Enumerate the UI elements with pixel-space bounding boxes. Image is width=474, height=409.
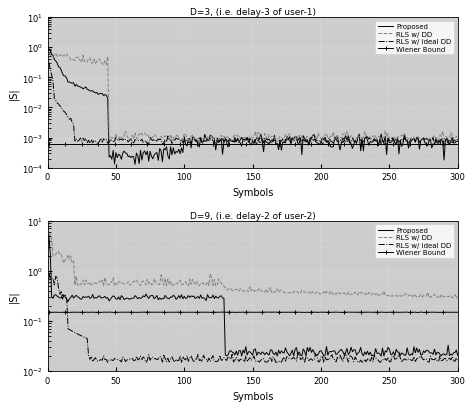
Proposed xyxy=(418,353,424,357)
Wiener Bound xyxy=(47,142,53,147)
RLS w/ DD xyxy=(290,291,295,296)
RLS w/ ideal DD xyxy=(417,140,422,145)
Proposed xyxy=(392,353,398,358)
Wiener Bound xyxy=(414,310,419,315)
Line: Proposed: Proposed xyxy=(49,236,458,356)
Proposed xyxy=(418,139,424,144)
RLS w/ DD xyxy=(49,238,55,243)
RLS w/ DD xyxy=(298,291,303,296)
Proposed xyxy=(455,353,461,358)
Y-axis label: |S|: |S| xyxy=(9,87,19,99)
RLS w/ DD xyxy=(455,294,461,299)
Wiener Bound xyxy=(417,142,422,147)
RLS w/ ideal DD xyxy=(288,357,294,362)
Wiener Bound xyxy=(290,142,295,147)
Line: Proposed: Proposed xyxy=(49,50,458,165)
Wiener Bound xyxy=(288,310,294,315)
RLS w/ DD xyxy=(455,138,461,143)
RLS w/ ideal DD xyxy=(296,351,302,356)
Proposed xyxy=(46,234,52,239)
Title: D=9, (i.e. delay-2 of user-2): D=9, (i.e. delay-2 of user-2) xyxy=(190,211,316,220)
Proposed xyxy=(46,47,52,52)
RLS w/ ideal DD xyxy=(455,359,461,364)
Title: D=3, (i.e. delay-3 of user-1): D=3, (i.e. delay-3 of user-1) xyxy=(190,8,316,17)
RLS w/ ideal DD xyxy=(391,138,396,143)
RLS w/ DD xyxy=(296,133,302,138)
Y-axis label: |S|: |S| xyxy=(9,290,19,303)
Wiener Bound xyxy=(296,142,302,147)
Wiener Bound xyxy=(46,142,52,147)
Proposed xyxy=(291,353,297,358)
RLS w/ DD xyxy=(291,289,297,294)
Wiener Bound xyxy=(419,310,425,315)
Wiener Bound xyxy=(378,310,384,315)
RLS w/ DD xyxy=(46,52,52,56)
Line: Wiener Bound: Wiener Bound xyxy=(46,142,460,147)
X-axis label: Symbols: Symbols xyxy=(232,391,273,401)
RLS w/ DD xyxy=(454,296,459,301)
Legend: Proposed, RLS w/ DD, RLS w/ ideal DD, Wiener Bound: Proposed, RLS w/ DD, RLS w/ ideal DD, Wi… xyxy=(375,22,454,55)
Line: RLS w/ ideal DD: RLS w/ ideal DD xyxy=(49,63,458,146)
Wiener Bound xyxy=(47,310,53,315)
Proposed xyxy=(47,251,53,256)
Wiener Bound xyxy=(455,142,461,147)
RLS w/ DD xyxy=(46,233,52,238)
Line: RLS w/ DD: RLS w/ DD xyxy=(49,54,458,141)
RLS w/ DD xyxy=(288,137,294,142)
RLS w/ DD xyxy=(393,139,399,144)
Proposed xyxy=(274,354,280,359)
Line: Wiener Bound: Wiener Bound xyxy=(46,310,460,315)
Proposed xyxy=(298,353,303,357)
Proposed xyxy=(392,141,398,146)
RLS w/ ideal DD xyxy=(296,136,302,141)
Line: RLS w/ DD: RLS w/ DD xyxy=(49,234,458,299)
RLS w/ DD xyxy=(418,137,424,142)
Wiener Bound xyxy=(391,142,396,147)
RLS w/ DD xyxy=(391,137,396,142)
RLS w/ ideal DD xyxy=(392,357,398,362)
RLS w/ DD xyxy=(290,137,295,142)
RLS w/ ideal DD xyxy=(418,353,424,358)
Wiener Bound xyxy=(290,310,295,315)
RLS w/ ideal DD xyxy=(46,61,52,66)
RLS w/ ideal DD xyxy=(377,360,383,365)
RLS w/ ideal DD xyxy=(46,271,52,276)
Wiener Bound xyxy=(392,310,398,315)
RLS w/ DD xyxy=(47,53,53,58)
X-axis label: Symbols: Symbols xyxy=(232,188,273,198)
Wiener Bound xyxy=(46,310,52,315)
Proposed xyxy=(291,137,297,142)
RLS w/ ideal DD xyxy=(47,277,53,282)
RLS w/ DD xyxy=(392,294,398,299)
Line: RLS w/ ideal DD: RLS w/ ideal DD xyxy=(49,273,458,362)
RLS w/ DD xyxy=(418,292,424,297)
RLS w/ DD xyxy=(47,232,53,237)
RLS w/ ideal DD xyxy=(455,137,461,142)
RLS w/ ideal DD xyxy=(437,144,443,149)
RLS w/ ideal DD xyxy=(288,138,294,143)
Proposed xyxy=(298,136,303,141)
Proposed xyxy=(47,49,53,54)
Wiener Bound xyxy=(296,310,302,315)
Proposed xyxy=(455,139,461,144)
RLS w/ ideal DD xyxy=(47,68,53,73)
Wiener Bound xyxy=(455,310,461,315)
RLS w/ ideal DD xyxy=(290,356,295,361)
Legend: Proposed, RLS w/ DD, RLS w/ ideal DD, Wiener Bound: Proposed, RLS w/ DD, RLS w/ ideal DD, Wi… xyxy=(375,225,454,258)
Proposed xyxy=(290,137,295,142)
Wiener Bound xyxy=(288,142,294,147)
Proposed xyxy=(132,162,138,167)
RLS w/ ideal DD xyxy=(290,136,295,141)
Proposed xyxy=(290,348,295,353)
